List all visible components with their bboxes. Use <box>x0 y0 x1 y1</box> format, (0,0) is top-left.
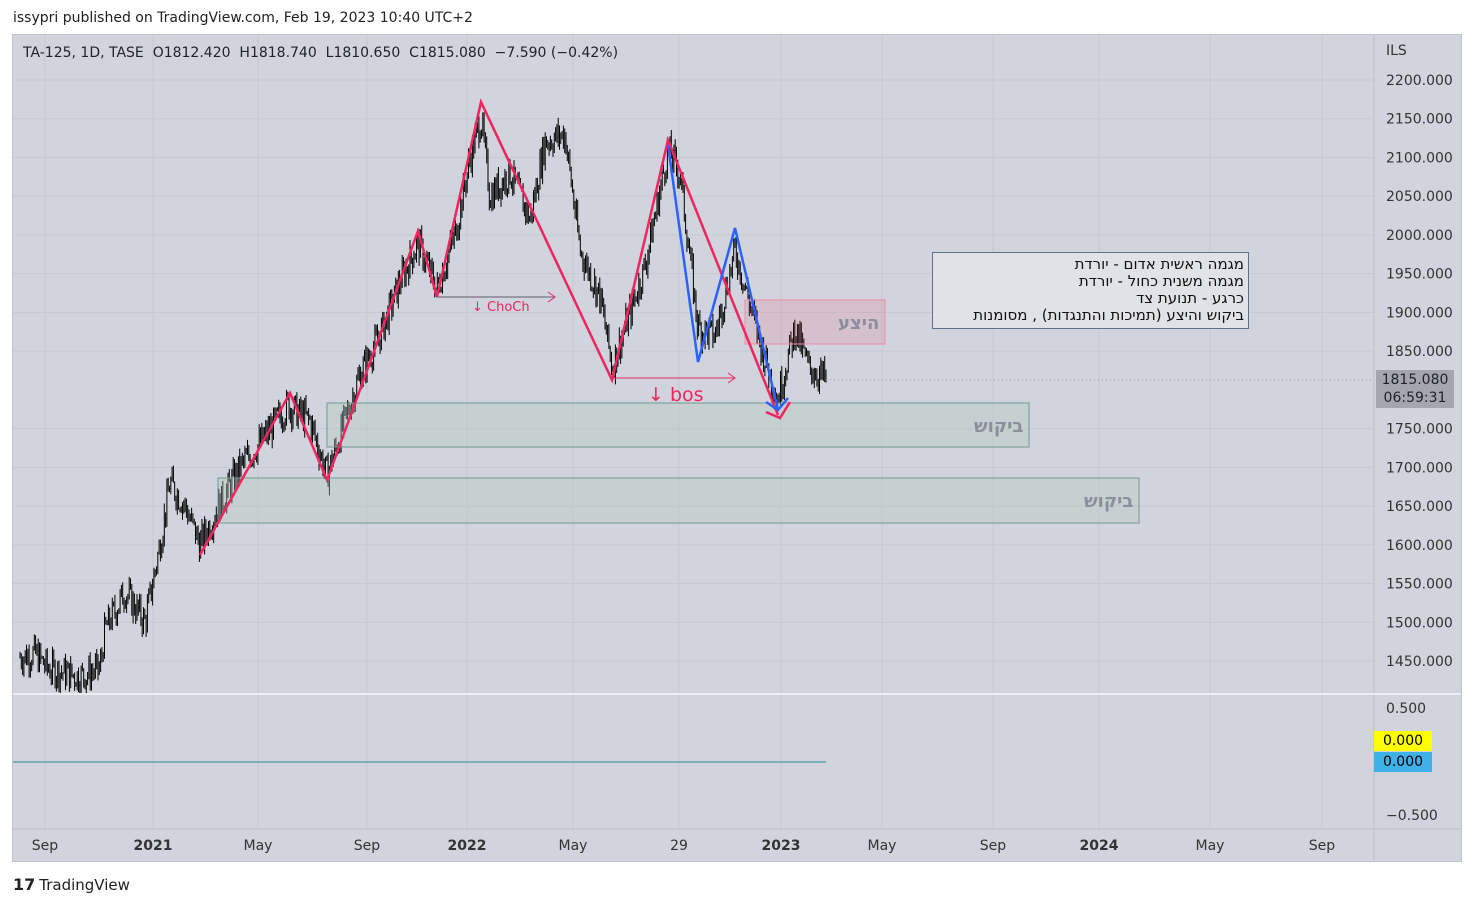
note-line: מגמה משנית כחול - יורדת <box>1078 272 1244 290</box>
time-tick: Sep <box>32 838 59 854</box>
blue-arrow-head <box>765 397 789 412</box>
price-tick: 1650.000 <box>1386 499 1453 515</box>
price-tick: 1750.000 <box>1386 422 1453 438</box>
price-tick: 1500.000 <box>1386 615 1453 631</box>
currency-label: ILS <box>1386 43 1407 59</box>
time-tick: 29 <box>670 838 688 854</box>
last-price: 1815.080 <box>1381 372 1449 388</box>
price-tick: 2100.000 <box>1386 150 1453 166</box>
time-tick: 2023 <box>762 838 801 854</box>
demand-zone-1[interactable] <box>326 402 1030 448</box>
demand-label-1[interactable]: ביקוש <box>974 416 1024 437</box>
bos-label[interactable]: ↓ bos <box>648 384 704 406</box>
price-tick: 2000.000 <box>1386 228 1453 244</box>
indicator-tick: −0.500 <box>1386 808 1438 824</box>
tradingview-logo[interactable]: 𝟭𝟳 TradingView <box>13 875 130 894</box>
choch-label[interactable]: ↓ ChoCh <box>472 300 530 315</box>
symbol-name: TA-125, 1D, TASE <box>23 45 144 61</box>
price-tick: 1950.000 <box>1386 267 1453 283</box>
published-caption: issypri published on TradingView.com, Fe… <box>13 10 473 26</box>
symbol-legend[interactable]: TA-125, 1D, TASE O1812.420 H1818.740 L18… <box>23 45 618 61</box>
price-tick: 1550.000 <box>1386 577 1453 593</box>
change-value: −7.590 (−0.42%) <box>494 45 619 61</box>
note-line: ביקוש והיצע (תמיכות והתנגדות) , מסומנות <box>973 306 1244 324</box>
bos-arrow-head <box>727 372 736 384</box>
time-tick: 2024 <box>1080 838 1119 854</box>
indicator-tick: 0.500 <box>1386 701 1426 717</box>
bar-countdown: 06:59:31 <box>1383 390 1447 406</box>
time-tick: Sep <box>354 838 381 854</box>
time-tick: May <box>1196 838 1225 854</box>
notes-textbox[interactable]: מגמה ראשית אדום - יורדת מגמה משנית כחול … <box>932 252 1249 329</box>
time-tick: May <box>244 838 273 854</box>
price-tick: 1600.000 <box>1386 538 1453 554</box>
grid <box>13 35 1374 829</box>
time-tick: May <box>868 838 897 854</box>
price-tick: 2050.000 <box>1386 189 1453 205</box>
note-line: כרגע - תנועת צד <box>1136 289 1244 307</box>
time-tick: May <box>559 838 588 854</box>
demand-zone-2[interactable] <box>217 477 1140 524</box>
time-axis[interactable]: Sep 2021 May Sep 2022 May 29 2023 May Sep 2024 May S… <box>32 838 1336 854</box>
tradingview-icon: 𝟭𝟳 <box>13 875 36 894</box>
price-tick: 1900.000 <box>1386 305 1453 321</box>
time-tick: Sep <box>1309 838 1336 854</box>
time-tick: 2022 <box>448 838 487 854</box>
time-tick: Sep <box>980 838 1007 854</box>
open-value: O1812.420 <box>152 45 231 61</box>
chart-frame[interactable] <box>12 34 1462 862</box>
red-arrow-head <box>765 401 792 420</box>
price-tick: 1450.000 <box>1386 654 1453 670</box>
price-tick: 1850.000 <box>1386 344 1453 360</box>
choch-arrow-head <box>547 291 556 303</box>
price-tick: 2200.000 <box>1386 73 1453 89</box>
note-line: מגמה ראשית אדום - יורדת <box>1074 255 1244 273</box>
close-value: C1815.080 <box>409 45 486 61</box>
demand-label-2[interactable]: ביקוש <box>1084 491 1134 512</box>
price-axis[interactable]: 2200.000 2150.000 2100.000 2050.000 2000.000… <box>1386 73 1453 670</box>
low-value: L1810.650 <box>325 45 401 61</box>
indicator-value-blue: 0.000 <box>1374 752 1432 772</box>
indicator-value-yellow: 0.000 <box>1374 731 1432 751</box>
price-tick: 1700.000 <box>1386 460 1453 476</box>
last-price-tag: 1815.080 06:59:31 <box>1376 370 1454 408</box>
secondary-trend-zigzag[interactable] <box>666 144 780 411</box>
high-value: H1818.740 <box>239 45 317 61</box>
time-tick: 2021 <box>134 838 173 854</box>
price-tick: 2150.000 <box>1386 112 1453 128</box>
supply-label[interactable]: היצע <box>838 313 880 334</box>
tradingview-wordmark: TradingView <box>39 875 130 894</box>
supply-zone[interactable] <box>744 299 886 345</box>
